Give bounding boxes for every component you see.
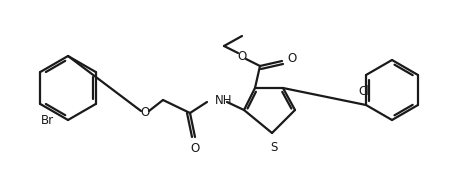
Text: O: O xyxy=(140,107,149,119)
Text: O: O xyxy=(238,50,247,62)
Text: NH: NH xyxy=(215,93,232,107)
Text: Cl: Cl xyxy=(358,85,370,98)
Text: S: S xyxy=(270,141,278,154)
Text: Br: Br xyxy=(41,113,54,127)
Text: O: O xyxy=(287,53,296,65)
Text: O: O xyxy=(190,142,199,155)
